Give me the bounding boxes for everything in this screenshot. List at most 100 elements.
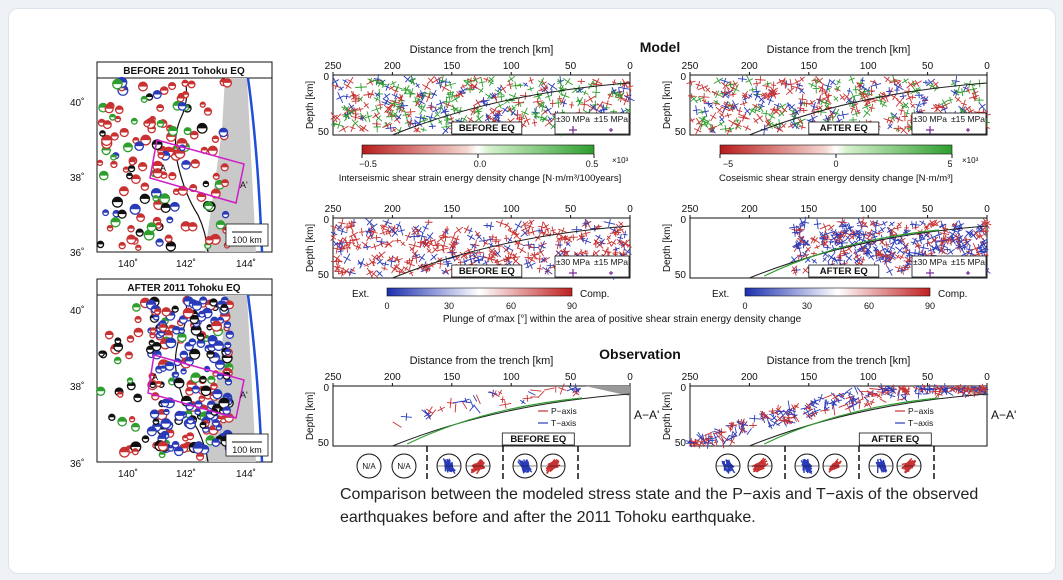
stress-mark — [503, 247, 509, 253]
stress-mark — [473, 78, 478, 82]
stress-mark — [860, 258, 866, 261]
stress-mark — [926, 241, 932, 245]
stress-mark — [829, 402, 838, 406]
beachball-axis — [470, 465, 485, 474]
stress-mark — [781, 123, 786, 128]
focal-mechanism — [201, 147, 208, 151]
stress-mark — [419, 114, 422, 122]
focal-mechanism — [174, 378, 184, 384]
stress-mark — [833, 259, 839, 263]
stress-mark — [537, 80, 545, 85]
focal-mechanism — [193, 443, 203, 449]
stress-mark — [941, 388, 948, 395]
focal-mechanism — [97, 160, 103, 163]
stress-mark — [972, 393, 977, 395]
beachball-axis — [905, 466, 914, 471]
stress-mark — [764, 119, 770, 123]
stress-mark — [965, 106, 970, 112]
stress-mark — [816, 244, 819, 250]
stress-mark — [839, 95, 845, 100]
focal-mechanism — [211, 321, 222, 327]
focal-mechanism — [197, 339, 205, 344]
stress-mark — [505, 98, 510, 104]
stress-mark — [846, 246, 852, 252]
stress-mark — [832, 229, 837, 236]
stress-mark — [793, 408, 796, 420]
distance-tick: 200 — [384, 204, 401, 215]
stress-mark — [720, 113, 724, 118]
stress-mark — [415, 101, 420, 106]
stress-mark — [424, 83, 429, 91]
stress-mark — [756, 115, 764, 121]
focal-mechanism — [168, 445, 174, 449]
stress-mark — [930, 233, 935, 242]
stress-mark — [378, 251, 384, 259]
stress-mark — [900, 127, 907, 134]
stress-mark — [387, 106, 393, 112]
stress-mark — [434, 76, 440, 84]
stress-mark — [451, 251, 458, 256]
stress-mark — [709, 126, 716, 132]
legend-30mpa: ±30 MPa — [556, 114, 590, 124]
distance-tick: 200 — [741, 61, 758, 72]
distance-tick: 50 — [922, 61, 934, 72]
stress-mark — [915, 385, 918, 393]
focal-mechanism — [204, 366, 210, 370]
stress-mark — [396, 114, 402, 120]
stress-mark — [914, 80, 920, 87]
lat-label: 40˚ — [70, 305, 84, 317]
stress-mark — [892, 238, 897, 246]
stress-mark — [846, 98, 851, 103]
stress-mark — [719, 121, 723, 127]
focal-mechanism — [110, 161, 117, 165]
focal-mechanism — [170, 202, 180, 207]
stress-mark — [384, 85, 391, 89]
stress-mark — [714, 100, 719, 105]
focal-mechanism — [156, 238, 164, 243]
focal-mechanism — [108, 414, 115, 418]
cb-tick: −5 — [723, 159, 733, 169]
p-axis-legend: P−axis — [908, 406, 934, 416]
stress-mark — [578, 87, 582, 94]
focal-mechanism — [184, 127, 191, 132]
stress-mark — [415, 253, 418, 259]
stress-mark — [427, 241, 434, 246]
stress-mark — [363, 241, 368, 248]
focal-mechanism — [130, 442, 141, 447]
stress-mark — [540, 87, 543, 93]
stress-mark — [721, 104, 730, 109]
stress-mark — [862, 230, 865, 239]
stress-mark — [337, 224, 342, 230]
stress-mark — [510, 109, 516, 116]
focal-mechanism — [155, 381, 161, 384]
stress-mark — [848, 77, 855, 81]
depth-tick: 50 — [318, 270, 330, 281]
stress-mark — [391, 80, 395, 86]
stress-mark — [538, 101, 545, 109]
distance-axis-label: Distance from the trench [km] — [767, 44, 911, 56]
stress-mark — [865, 249, 871, 253]
after-map: AFTER 2011 Tohoku EQ A A' 100 km — [95, 278, 273, 463]
stress-mark — [358, 231, 365, 233]
stress-mark — [426, 233, 433, 240]
stress-mark — [334, 255, 340, 263]
focal-mechanism — [194, 409, 201, 412]
stress-mark — [572, 388, 581, 390]
focal-mechanism — [192, 301, 202, 306]
stress-mark — [915, 103, 922, 108]
stress-mark — [430, 103, 433, 111]
beachball-axis — [517, 461, 528, 473]
stress-mark — [844, 251, 848, 258]
focal-mechanism — [150, 327, 156, 331]
stress-mark — [405, 234, 412, 239]
stress-mark — [407, 113, 411, 118]
stress-mark — [380, 225, 385, 230]
stress-mark — [880, 98, 883, 105]
focal-mechanism — [160, 365, 166, 369]
stress-mark — [923, 225, 929, 229]
stress-mark — [549, 82, 555, 90]
stress-mark — [816, 98, 824, 101]
profile-label: A−A' — [991, 408, 1016, 422]
focal-mechanism — [174, 447, 183, 452]
stress-mark — [730, 119, 736, 127]
